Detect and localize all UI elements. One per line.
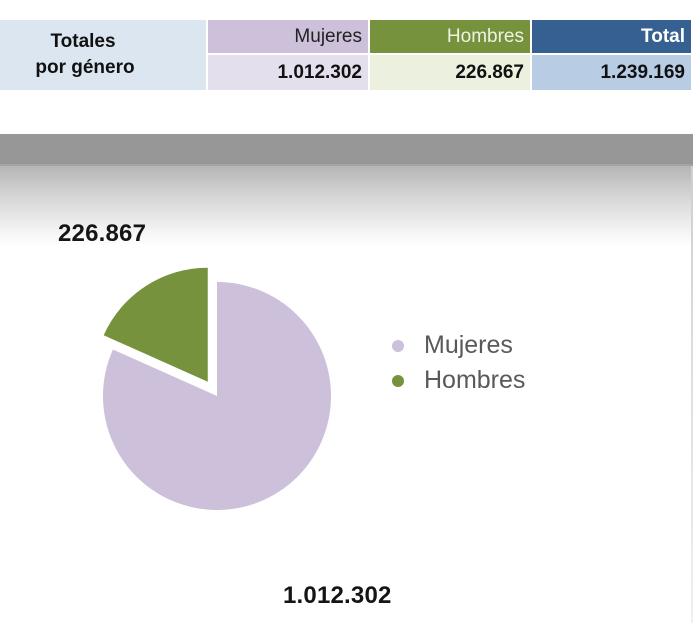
chart-background-gradient: [0, 166, 693, 246]
chart-legend: Mujeres Hombres: [392, 328, 525, 398]
header-hombres: Hombres: [370, 20, 530, 53]
row-label-line2: por género: [35, 57, 135, 78]
data-label-mujeres: 1.012.302: [283, 582, 392, 609]
legend-label: Hombres: [424, 366, 526, 394]
chart-border: [691, 166, 693, 623]
row-label-line1: Totales: [50, 31, 116, 52]
pie-slice-hombres: [103, 267, 208, 382]
pie-chart: [103, 267, 331, 510]
gender-totals-table: Totales por género Mujeres 1.012.302 Hom…: [0, 20, 693, 90]
legend-item-mujeres: Mujeres: [392, 328, 525, 363]
header-mujeres: Mujeres: [208, 20, 368, 53]
value-total: 1.239.169: [532, 55, 691, 90]
data-label-hombres: 226.867: [58, 220, 147, 247]
legend-label: Mujeres: [424, 331, 513, 359]
value-hombres: 226.867: [370, 55, 530, 90]
pie-slice-mujeres: [103, 282, 331, 510]
legend-item-hombres: Hombres: [392, 363, 525, 398]
legend-dot-icon: [392, 339, 404, 352]
legend-dot-icon: [392, 374, 404, 387]
header-total: Total: [532, 20, 691, 53]
chart-header-band: [0, 134, 693, 166]
pie-chart-panel: 226.867 1.012.302 Mujeres Hombres: [0, 134, 693, 623]
row-label: Totales por género: [0, 20, 206, 90]
value-mujeres: 1.012.302: [208, 55, 368, 90]
